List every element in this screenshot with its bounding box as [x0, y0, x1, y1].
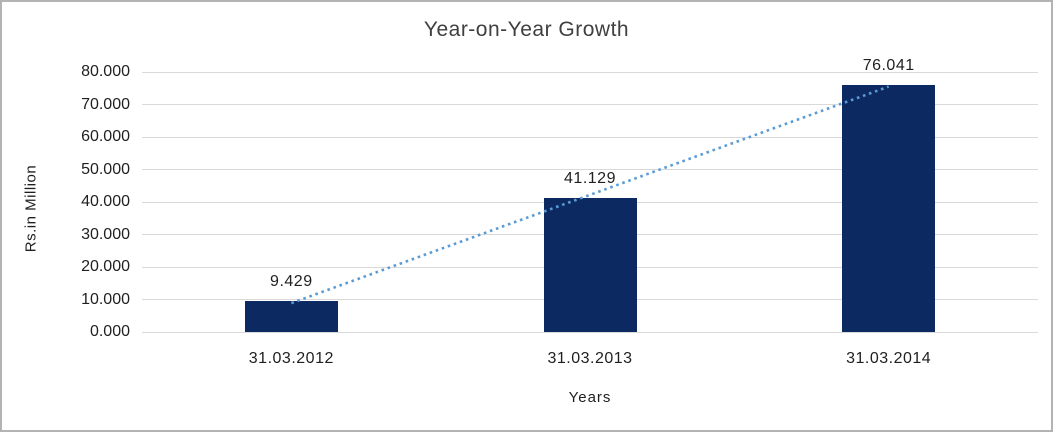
data-label: 41.129	[564, 170, 616, 188]
y-axis-tick-label: 60.000	[81, 128, 130, 145]
y-axis-tick-label: 0.000	[89, 323, 130, 340]
x-axis-title: Years	[568, 389, 612, 406]
y-axis-tick-label: 80.000	[81, 63, 130, 80]
chart-title: Year-on-Year Growth	[423, 18, 630, 41]
gridline	[142, 71, 1038, 73]
y-axis-tick-label: 40.000	[81, 193, 130, 210]
gridline	[142, 331, 1038, 333]
y-axis-tick-label: 70.000	[81, 95, 130, 113]
x-axis-category-label: 31.03.2014	[846, 350, 932, 367]
x-axis-category-label: 31.03.2013	[547, 350, 633, 367]
y-axis-tick-label: 20.000	[81, 258, 130, 275]
y-axis-tick-label: 30.000	[81, 225, 130, 243]
x-axis-category-label: 31.03.2012	[248, 350, 334, 367]
y-axis-tick-label: 50.000	[81, 160, 130, 178]
bar	[244, 301, 338, 332]
bar	[543, 198, 637, 332]
y-axis-tick-label: 10.000	[81, 290, 130, 308]
bar	[842, 84, 936, 332]
data-label: 76.041	[862, 56, 915, 74]
data-label: 9.429	[270, 273, 313, 291]
